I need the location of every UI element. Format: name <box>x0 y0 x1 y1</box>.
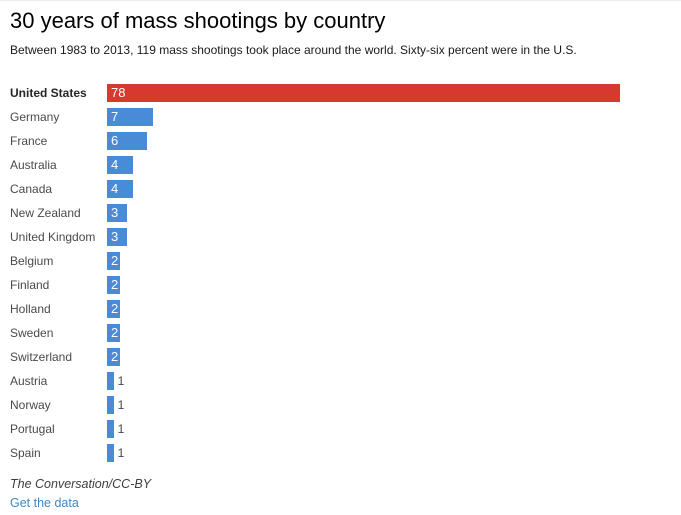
bar-row: Australia 4 <box>10 156 671 174</box>
bar: 2 <box>107 300 121 318</box>
category-label: Spain <box>10 446 41 460</box>
bar-row: Austria 1 <box>10 372 671 390</box>
get-data-link[interactable]: Get the data <box>10 496 79 510</box>
bar-track: 1 <box>107 396 671 414</box>
bar-value-label: 3 <box>111 205 119 220</box>
category-label: Portugal <box>10 422 55 436</box>
category-label: Australia <box>10 158 57 172</box>
bar: 4 <box>107 156 134 174</box>
category-label: Sweden <box>10 326 54 340</box>
category-label: Austria <box>10 374 48 388</box>
bar-row: Germany 7 <box>10 108 671 126</box>
bar-value-label: 78 <box>111 85 126 100</box>
bar: 2 <box>107 324 121 342</box>
bar-track: 3 <box>107 204 671 222</box>
bar-track: 1 <box>107 420 671 438</box>
bar: 7 <box>107 108 153 126</box>
bar: 3 <box>107 204 127 222</box>
bar-row: Holland 2 <box>10 300 671 318</box>
bar-value-label: 1 <box>117 398 125 412</box>
bar-track: 2 <box>107 324 671 342</box>
bar: 78 <box>107 84 620 102</box>
bar: 2 <box>107 348 121 366</box>
category-label: New Zealand <box>10 206 81 220</box>
bar: 2 <box>107 276 121 294</box>
bar-value-label: 6 <box>111 133 119 148</box>
bar-row: Belgium 2 <box>10 252 671 270</box>
bar-value-label: 4 <box>111 157 119 172</box>
category-label: Holland <box>10 302 51 316</box>
bar: 4 <box>107 180 134 198</box>
bar <box>107 396 114 414</box>
bar-row: Norway 1 <box>10 396 671 414</box>
bar-track: 7 <box>107 108 671 126</box>
bar-row: New Zealand 3 <box>10 204 671 222</box>
category-label: United States <box>10 86 87 100</box>
bar-value-label: 2 <box>111 277 119 292</box>
bar-value-label: 1 <box>117 446 125 460</box>
bar-track: 6 <box>107 132 671 150</box>
horizontal-bar-chart: United States 78 Germany 7 France 6 Australia 4… <box>10 84 671 462</box>
source-credit: The Conversation/CC-BY <box>10 477 152 491</box>
bar-track: 1 <box>107 372 671 390</box>
bar-track: 2 <box>107 300 671 318</box>
bar-value-label: 2 <box>111 301 119 316</box>
bar-track: 1 <box>107 444 671 462</box>
bar-value-label: 3 <box>111 229 119 244</box>
bar: 6 <box>107 132 147 150</box>
bar-value-label: 2 <box>111 349 119 364</box>
chart-title: 30 years of mass shootings by country <box>10 8 386 33</box>
bar-row: United Kingdom 3 <box>10 228 671 246</box>
bar-track: 4 <box>107 156 671 174</box>
bar <box>107 372 114 390</box>
bar-track: 4 <box>107 180 671 198</box>
bar: 3 <box>107 228 127 246</box>
bar-row: Finland 2 <box>10 276 671 294</box>
bar-value-label: 1 <box>117 374 125 388</box>
category-label: Norway <box>10 398 51 412</box>
bar-value-label: 7 <box>111 109 119 124</box>
bar-row: Canada 4 <box>10 180 671 198</box>
bar <box>107 420 114 438</box>
bar-row: Portugal 1 <box>10 420 671 438</box>
bar-row: France 6 <box>10 132 671 150</box>
category-label: Finland <box>10 278 50 292</box>
bar-value-label: 1 <box>117 422 125 436</box>
bar: 2 <box>107 252 121 270</box>
bar-value-label: 2 <box>111 253 119 268</box>
bar-value-label: 2 <box>111 325 119 340</box>
bar-track: 78 <box>107 84 671 102</box>
bar-track: 2 <box>107 276 671 294</box>
bar-track: 2 <box>107 348 671 366</box>
bar <box>107 444 114 462</box>
category-label: Germany <box>10 110 60 124</box>
bar-track: 3 <box>107 228 671 246</box>
bar-value-label: 4 <box>111 181 119 196</box>
bar-track: 2 <box>107 252 671 270</box>
bar-row: Switzerland 2 <box>10 348 671 366</box>
category-label: United Kingdom <box>10 230 96 244</box>
bar-row: Sweden 2 <box>10 324 671 342</box>
category-label: Canada <box>10 182 53 196</box>
category-label: France <box>10 134 48 148</box>
category-label: Belgium <box>10 254 54 268</box>
bar-row: Spain 1 <box>10 444 671 462</box>
bar-row: United States 78 <box>10 84 671 102</box>
category-label: Switzerland <box>10 350 73 364</box>
chart-subtitle: Between 1983 to 2013, 119 mass shootings… <box>10 43 577 57</box>
